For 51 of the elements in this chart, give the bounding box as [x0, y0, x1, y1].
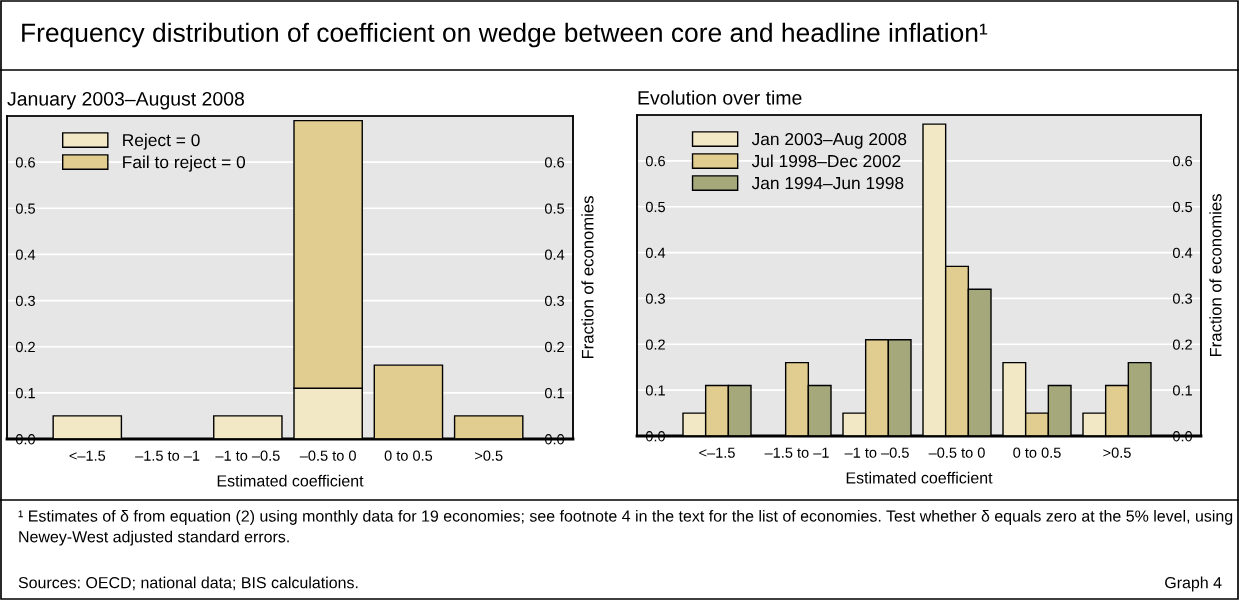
y-tick-label: 0.4: [645, 247, 666, 258]
y-tick-label: 0.3: [645, 293, 665, 304]
y2-axis-title: Fraction of economies: [1209, 194, 1222, 357]
y2-tick-label: 0.2: [544, 341, 564, 353]
y2-tick-label: 0.4: [544, 249, 565, 260]
y-tick-label: 0.5: [15, 203, 35, 214]
legend-label: Jan 1994–Jun 1998: [751, 176, 904, 190]
chart-title: Frequency distribution of coefficient on wedge between core and headline inflation¹: [22, 22, 988, 48]
source-note: Sources: OECD; national data; BIS calculations.: [18, 576, 358, 591]
x-tick-label: 0 to 0.5: [384, 450, 433, 461]
x-axis-title: Estimated coefficient: [846, 471, 993, 484]
y-tick-label: 0.5: [645, 201, 665, 213]
y2-tick-label: 0.5: [1172, 201, 1193, 213]
x-tick-label: –1 to –0.5: [844, 447, 909, 458]
y-tick-label: 0.2: [15, 341, 35, 353]
y-tick-label: 0.6: [645, 155, 665, 167]
y2-tick-label: 0.2: [1172, 339, 1192, 350]
y2-tick-label: 0.6: [544, 157, 565, 168]
y2-tick-label: 0.3: [1172, 293, 1193, 304]
y2-tick-label: 0.1: [544, 387, 564, 399]
y2-tick-label: 0.6: [1172, 155, 1193, 167]
text: ¹ Estimates of δ from equation (2) using monthly data for 19 economies; see footnote 4 in the text for the list of economies. Test whether δ equals zero at the 5% level, using Newey-West adjusted standard errors.: [18, 510, 1233, 546]
x-tick-label: –0.5 to 0: [928, 447, 985, 458]
chart-subtitle: January 2003–August 2008: [7, 91, 244, 110]
chart-subtitle: Evolution over time: [638, 90, 802, 105]
legend-label: Jul 1998–Dec 2002: [751, 154, 901, 168]
y2-tick-label: 0.5: [544, 203, 565, 214]
x-tick-label: >0.5: [1103, 447, 1131, 458]
x-tick-label: –1 to –0.5: [215, 450, 280, 461]
legend-label: Fail to reject = 0: [123, 155, 246, 172]
x-tick-label: >0.5: [475, 450, 503, 461]
x-tick-label: <–1.5: [69, 450, 106, 461]
y2-tick-label: 0.3: [544, 295, 565, 306]
x-tick-label: –1.5 to –1: [764, 447, 829, 458]
x-tick-label: –1.5 to –1: [135, 450, 200, 461]
x-axis-title: Estimated coefficient: [217, 474, 364, 487]
x-tick-label: 0 to 0.5: [1013, 447, 1061, 458]
y2-tick-label: 0.1: [1172, 385, 1192, 396]
y-tick-label: 0.1: [15, 387, 35, 399]
y-tick-label: 0.1: [645, 385, 665, 396]
legend-label: Jan 2003–Aug 2008: [751, 132, 907, 149]
x-tick-label: –0.5 to 0: [299, 450, 356, 461]
legend-label: Reject = 0: [123, 133, 200, 150]
y2-axis-title: Fraction of economies: [581, 196, 594, 359]
x-tick-label: <–1.5: [699, 447, 735, 458]
y2-tick-label: 0.4: [1172, 247, 1193, 258]
y-tick-label: 0.6: [15, 157, 35, 168]
y-tick-label: 0.3: [15, 295, 35, 306]
caption: Graph 4: [1165, 576, 1222, 592]
y-tick-label: 0.2: [645, 339, 665, 350]
y-tick-label: 0.4: [15, 249, 36, 260]
